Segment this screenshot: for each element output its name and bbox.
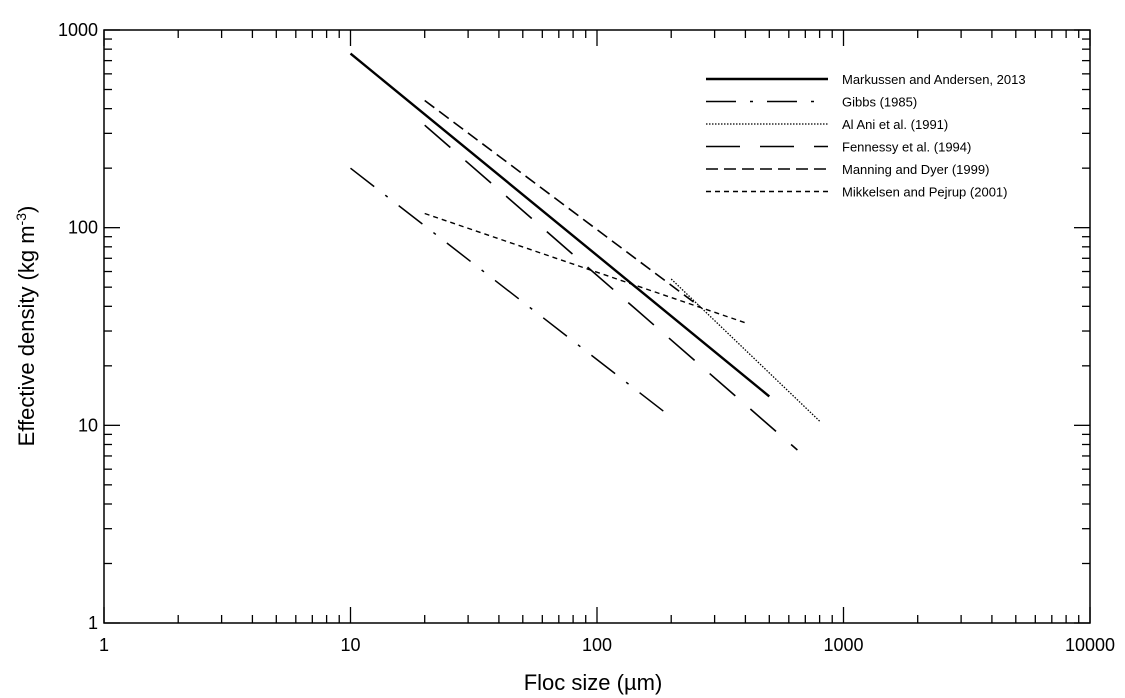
x-tick-label: 10 xyxy=(340,635,360,655)
x-tick-label: 1000 xyxy=(823,635,863,655)
x-tick-label: 100 xyxy=(582,635,612,655)
y-tick-label: 100 xyxy=(68,218,98,238)
legend-label-2: Gibbs (1985) xyxy=(842,95,917,110)
x-axis-title: Floc size (µm) xyxy=(524,670,663,695)
legend: Markussen and Andersen, 2013 Gibbs (1985)… xyxy=(706,72,1026,200)
y-axis-title-main: Effective density (kg m xyxy=(14,225,39,446)
series-line-5 xyxy=(424,99,700,307)
y-tick-label: 1000 xyxy=(58,20,98,40)
x-tick-label: 10000 xyxy=(1065,635,1115,655)
x-tick-label: 1 xyxy=(99,635,109,655)
y-axis-title: Effective density (kg m-3) xyxy=(13,206,39,447)
y-tick-labels: 1 10 100 1000 xyxy=(58,20,98,633)
legend-label-4: Fennessy et al. (1994) xyxy=(842,140,971,155)
minor-ticks xyxy=(104,30,1090,623)
y-axis-title-superscript: -3 xyxy=(13,213,29,226)
plot-frame xyxy=(103,29,1091,624)
y-tick-label: 1 xyxy=(88,613,98,633)
series-line-4 xyxy=(424,124,798,451)
series-line-3 xyxy=(670,278,821,422)
legend-label-5: Manning and Dyer (1999) xyxy=(842,162,989,177)
series-line-1 xyxy=(349,52,771,398)
y-tick-label: 10 xyxy=(78,415,98,435)
series-line-2 xyxy=(350,167,672,418)
legend-label-6: Mikkelsen and Pejrup (2001) xyxy=(842,185,1007,200)
series-line-6 xyxy=(424,212,746,324)
x-tick-labels: 1 10 100 1000 10000 xyxy=(99,635,1115,655)
series-lines xyxy=(349,52,821,451)
legend-label-1: Markussen and Andersen, 2013 xyxy=(842,72,1026,87)
legend-label-3: Al Ani et al. (1991) xyxy=(842,117,948,132)
y-axis-title-close: ) xyxy=(14,206,39,213)
